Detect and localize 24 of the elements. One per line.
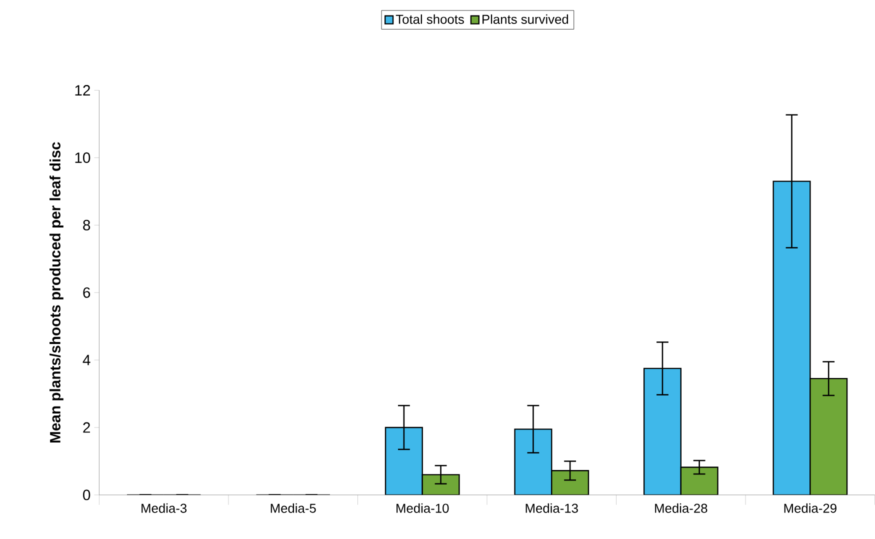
- y-tick-label: 6: [83, 288, 90, 298]
- bar: [680, 466, 718, 496]
- y-axis-title: Mean plants/shoots produced per leaf disc: [50, 142, 64, 443]
- x-tick-label: Media-5: [270, 504, 316, 514]
- bar: [422, 474, 460, 496]
- bar: [772, 180, 811, 496]
- y-tick-label: 10: [75, 152, 90, 164]
- x-tick-label: Media-13: [526, 504, 578, 514]
- bar: [514, 428, 552, 496]
- x-tick-label: Media-29: [784, 504, 836, 514]
- x-tick-label: Media-3: [142, 504, 187, 514]
- legend-label: Plants survived: [482, 14, 568, 24]
- legend-label: Total shoots: [396, 14, 464, 24]
- bar: [643, 368, 682, 496]
- y-tick-label: 0: [83, 490, 90, 500]
- y-tick-label: 4: [82, 355, 90, 366]
- y-tick-label: 8: [83, 220, 90, 231]
- bar: [810, 378, 848, 496]
- y-tick-label: 12: [75, 85, 90, 96]
- bar: [551, 470, 590, 496]
- bar: [384, 427, 423, 496]
- x-tick-label: Media-28: [655, 504, 708, 514]
- x-tick-label: Media-10: [396, 504, 449, 514]
- y-tick-label: 2: [83, 422, 90, 433]
